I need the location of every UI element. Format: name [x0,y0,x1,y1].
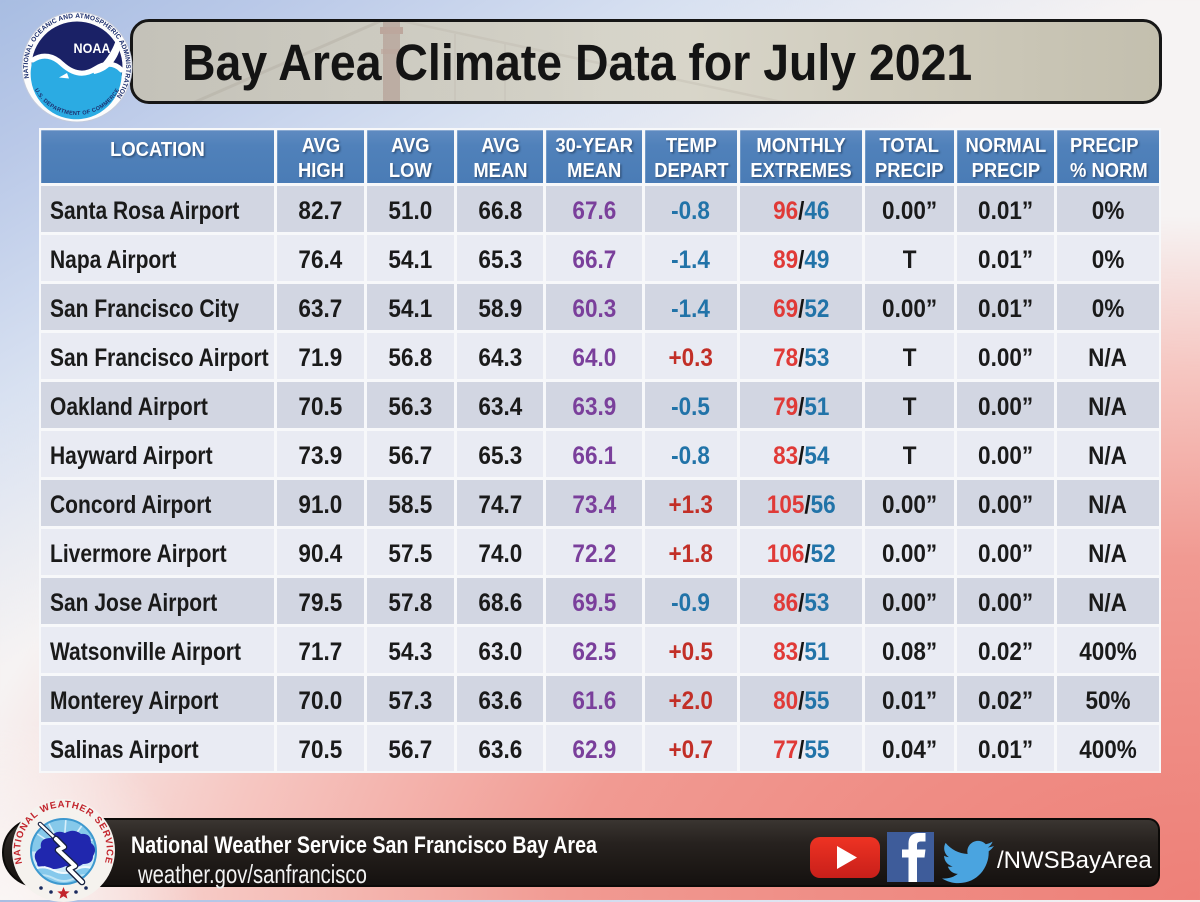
svg-text:NOAA: NOAA [74,41,111,56]
